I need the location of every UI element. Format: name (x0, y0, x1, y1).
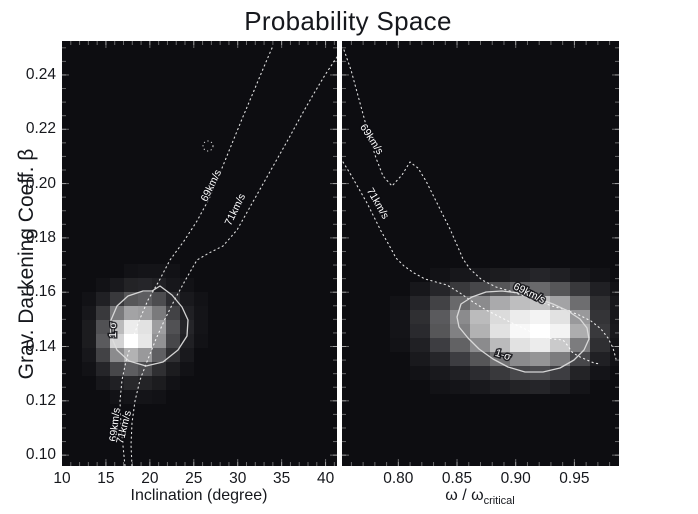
velocity-contours-dotted (119, 47, 337, 466)
probability-heatmap (390, 268, 619, 394)
x-tick-label: 0.95 (559, 470, 590, 487)
contour-label: 69km/s (107, 407, 122, 442)
chart-title: Probability Space (244, 6, 452, 36)
panel-background (342, 41, 619, 466)
axis-ticks (62, 41, 337, 466)
y-tick-label: 0.22 (25, 120, 56, 138)
x-tick-label: 30 (229, 470, 247, 487)
omega-label-subscript: critical (483, 495, 515, 508)
x-tick-label: 25 (185, 470, 203, 487)
x-tick-label: 10 (53, 470, 71, 487)
x-tick-label: 15 (97, 470, 115, 487)
x-axis-title-inclination: Inclination (degree) (130, 487, 268, 504)
omega-label-base: ω / ω (445, 487, 484, 504)
velocity-contours-dotted (342, 49, 617, 365)
y-tick-label: 0.24 (25, 65, 56, 83)
y-tick-label: 0.18 (25, 228, 56, 246)
one-sigma-contour (456, 290, 590, 373)
y-tick-label: 0.12 (25, 391, 56, 409)
x-tick-label: 0.85 (441, 470, 473, 487)
x-tick-label: 20 (141, 470, 159, 487)
x-tick-label: 40 (316, 470, 335, 487)
y-tick-label: 0.16 (25, 283, 56, 301)
y-tick-label: 0.20 (25, 174, 56, 192)
y-tick-label: 0.14 (25, 337, 56, 355)
axis-ticks (342, 41, 619, 466)
panel-background (62, 41, 337, 466)
contour-label: 1-σ (107, 322, 119, 338)
x-tick-label: 0.80 (383, 470, 414, 487)
y-tick-label: 0.10 (25, 446, 56, 464)
x-tick-label: 0.90 (500, 470, 531, 487)
one-sigma-contour (110, 285, 189, 367)
x-tick-label: 35 (273, 470, 291, 487)
x-axis-title-omega: ω / ωcritical (445, 487, 515, 507)
